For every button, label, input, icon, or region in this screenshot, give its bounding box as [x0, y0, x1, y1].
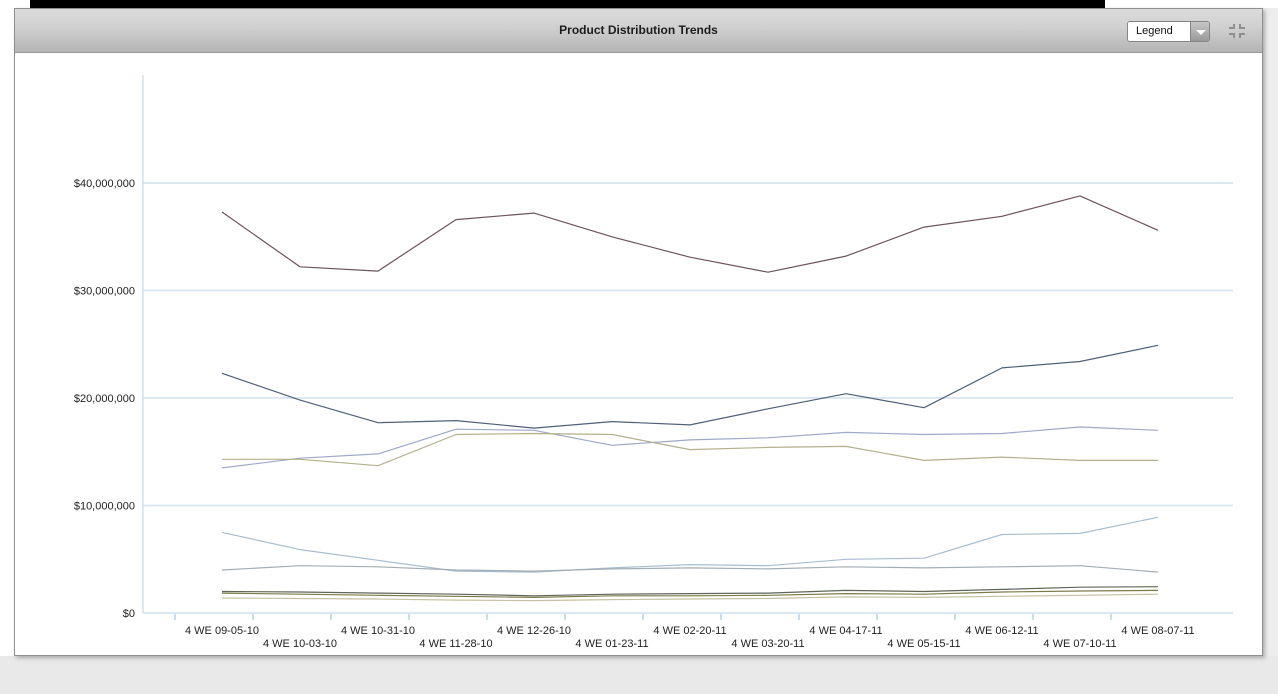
series-olive-line [221, 589, 1159, 599]
x-tick-label: 4 WE 06-12-11 [965, 625, 1038, 637]
legend-dropdown-value: Legend [1128, 22, 1190, 41]
series-maroon-line [221, 195, 1159, 273]
x-tick-label: 4 WE 01-23-11 [575, 638, 648, 650]
x-tick-label: 4 WE 07-10-11 [1043, 638, 1116, 650]
y-tick-label: $10,000,000 [74, 501, 135, 513]
y-tick-label: $0 [123, 608, 135, 620]
x-tick-label: 4 WE 11-28-10 [419, 638, 492, 650]
series-dark-gray-green-line [221, 586, 1159, 597]
series-gray-line [221, 565, 1159, 573]
x-tick-label: 4 WE 04-17-11 [809, 625, 882, 637]
x-tick-label: 4 WE 10-31-10 [341, 625, 415, 637]
series-slate-blue-line [221, 344, 1159, 429]
line-chart: $0 $10,000,000 $20,000,000 $30,000,000 $40,0… [74, 75, 1233, 650]
resize-corners-icon[interactable] [1228, 23, 1246, 39]
x-tick-label: 4 WE 03-20-11 [731, 638, 804, 650]
panel-header: Product Distribution Trends Legend [15, 9, 1262, 53]
series-light-tan-line [221, 593, 1159, 602]
chevron-down-icon [1196, 30, 1206, 35]
y-tick-label: $40,000,000 [74, 178, 135, 190]
x-tick-label: 4 WE 08-07-11 [1121, 625, 1194, 637]
y-tick-label: $20,000,000 [74, 393, 135, 405]
chart-canvas: $0 $10,000,000 $20,000,000 $30,000,000 $40,0… [15, 53, 1262, 655]
page-right-band [1263, 8, 1278, 656]
x-tick-label: 4 WE 05-15-11 [887, 638, 960, 650]
y-tick-label: $30,000,000 [74, 286, 135, 298]
x-tick-label: 4 WE 12-26-10 [497, 625, 571, 637]
x-tick-label: 4 WE 09-05-10 [185, 625, 259, 637]
x-tick-label: 4 WE 10-03-10 [263, 638, 337, 650]
chart-panel: Product Distribution Trends Legend $0 $10… [14, 8, 1263, 656]
legend-dropdown-button[interactable] [1190, 22, 1209, 41]
series-light-blue-line [221, 516, 1159, 573]
series-tan-line [222, 432, 1158, 467]
panel-title: Product Distribution Trends [559, 23, 718, 37]
x-tick-label: 4 WE 02-20-11 [653, 625, 726, 637]
series-periwinkle-line [221, 426, 1159, 469]
page-bottom-band [0, 656, 1278, 694]
top-black-strip [30, 0, 1105, 8]
legend-dropdown[interactable]: Legend [1127, 21, 1210, 42]
